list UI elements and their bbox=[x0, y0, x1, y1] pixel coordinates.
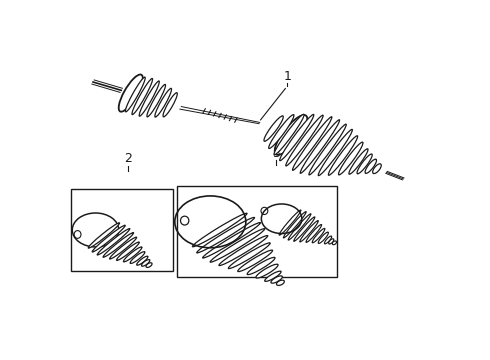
Ellipse shape bbox=[256, 264, 278, 278]
Ellipse shape bbox=[294, 217, 315, 241]
Ellipse shape bbox=[74, 231, 81, 238]
Text: 3: 3 bbox=[272, 147, 280, 159]
Ellipse shape bbox=[193, 213, 247, 247]
Ellipse shape bbox=[125, 77, 145, 112]
Ellipse shape bbox=[238, 250, 272, 271]
Ellipse shape bbox=[318, 232, 328, 243]
Ellipse shape bbox=[306, 225, 321, 242]
Ellipse shape bbox=[329, 239, 334, 244]
Ellipse shape bbox=[300, 120, 340, 173]
Ellipse shape bbox=[309, 124, 346, 175]
Ellipse shape bbox=[228, 243, 270, 269]
Ellipse shape bbox=[312, 229, 325, 243]
Bar bbox=[71, 189, 173, 270]
Ellipse shape bbox=[203, 222, 260, 258]
Ellipse shape bbox=[142, 260, 150, 266]
Ellipse shape bbox=[300, 221, 318, 242]
Ellipse shape bbox=[275, 115, 307, 155]
Ellipse shape bbox=[271, 276, 282, 283]
Ellipse shape bbox=[276, 280, 284, 285]
Text: 2: 2 bbox=[124, 152, 132, 165]
Ellipse shape bbox=[147, 85, 166, 117]
Text: 1: 1 bbox=[283, 70, 291, 83]
Ellipse shape bbox=[146, 263, 152, 267]
Ellipse shape bbox=[261, 207, 268, 215]
Ellipse shape bbox=[264, 116, 283, 141]
Ellipse shape bbox=[117, 242, 139, 260]
Ellipse shape bbox=[349, 149, 368, 174]
Ellipse shape bbox=[210, 229, 265, 262]
Ellipse shape bbox=[137, 256, 148, 265]
Ellipse shape bbox=[293, 117, 332, 170]
Ellipse shape bbox=[139, 81, 159, 116]
Ellipse shape bbox=[283, 212, 306, 238]
Ellipse shape bbox=[88, 223, 120, 248]
Ellipse shape bbox=[155, 88, 172, 117]
Ellipse shape bbox=[332, 241, 337, 245]
Ellipse shape bbox=[265, 271, 281, 282]
Ellipse shape bbox=[130, 252, 145, 264]
Ellipse shape bbox=[328, 136, 358, 175]
Ellipse shape bbox=[279, 210, 301, 235]
Ellipse shape bbox=[247, 257, 275, 275]
Ellipse shape bbox=[324, 236, 332, 244]
Ellipse shape bbox=[119, 75, 143, 112]
Ellipse shape bbox=[123, 247, 142, 262]
Ellipse shape bbox=[365, 159, 376, 174]
Ellipse shape bbox=[286, 115, 323, 166]
Ellipse shape bbox=[197, 217, 254, 253]
Ellipse shape bbox=[92, 225, 125, 252]
Ellipse shape bbox=[357, 154, 372, 174]
Ellipse shape bbox=[280, 114, 314, 161]
Bar bbox=[177, 186, 337, 278]
Ellipse shape bbox=[97, 229, 130, 255]
Ellipse shape bbox=[288, 214, 311, 240]
Ellipse shape bbox=[219, 235, 268, 266]
Ellipse shape bbox=[373, 164, 381, 174]
Ellipse shape bbox=[180, 216, 189, 225]
Ellipse shape bbox=[132, 78, 152, 114]
Ellipse shape bbox=[163, 93, 177, 117]
Ellipse shape bbox=[103, 233, 134, 257]
Ellipse shape bbox=[318, 129, 352, 176]
Ellipse shape bbox=[274, 114, 304, 155]
Ellipse shape bbox=[269, 114, 294, 148]
Ellipse shape bbox=[110, 237, 137, 259]
Ellipse shape bbox=[339, 142, 363, 175]
